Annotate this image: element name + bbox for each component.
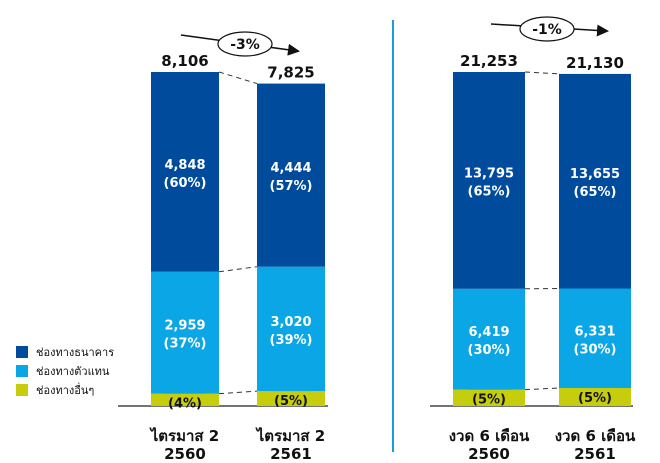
bar-segment-ช่องทางอื่นๆ-1	[151, 393, 219, 406]
data-label-value: 6,331	[574, 324, 615, 339]
dashed-connector	[218, 390, 258, 395]
data-label-value: 2,959	[164, 319, 205, 334]
growth-badge	[217, 31, 273, 57]
data-label-percent: (60%)	[164, 176, 207, 191]
legend-label: ช่องทางตัวแทน	[36, 365, 110, 378]
data-label-value: 6,419	[468, 325, 509, 340]
growth-label: -3%	[230, 37, 260, 53]
dashed-connector	[218, 71, 258, 85]
legend-item-3: ช่องทางอื่นๆ	[16, 382, 94, 397]
data-label-percent: (4%)	[168, 397, 202, 412]
bar-segment-ช่องทางธนาคาร-2	[257, 83, 325, 267]
bar-segment-ช่องทางอื่นๆ-2	[559, 388, 631, 406]
data-label-percent: (30%)	[574, 342, 617, 357]
total-label: 7,825	[267, 64, 314, 82]
category-label-line2: 2560	[468, 445, 510, 463]
dashed-connector	[218, 266, 258, 273]
total-label: 21,253	[460, 52, 518, 70]
bar-segment-ช่องทางธนาคาร-1	[151, 72, 219, 272]
data-label-value: 3,020	[270, 315, 311, 330]
growth-label: -1%	[532, 22, 562, 38]
data-label-value: 4,444	[270, 161, 311, 176]
legend-item-1: ช่องทางธนาคาร	[16, 346, 114, 359]
data-label-percent: (65%)	[574, 185, 617, 200]
data-label-percent: (5%)	[274, 394, 308, 409]
data-label-percent: (5%)	[578, 391, 612, 406]
legend-label: ช่องทางอื่นๆ	[36, 382, 94, 397]
category-label-line1: งวด 6 เดือน	[555, 427, 636, 445]
bar-segment-ช่องทางตัวแทน-1	[151, 271, 219, 394]
data-label-percent: (39%)	[270, 333, 313, 348]
legend-swatch	[16, 365, 28, 377]
growth-badge	[519, 16, 575, 42]
bar-segment-ช่องทางตัวแทน-2	[559, 288, 631, 389]
category-label-line2: 2561	[270, 445, 312, 463]
category-label-line1: ไตรมาส 2	[255, 426, 325, 445]
data-label-percent: (5%)	[472, 393, 506, 408]
category-label-line1: งวด 6 เดือน	[449, 427, 530, 445]
data-label-percent: (37%)	[164, 337, 207, 352]
category-label-line2: 2561	[574, 445, 616, 463]
legend-swatch	[16, 384, 28, 396]
bar-segment-ช่องทางตัวแทน-2	[257, 266, 325, 392]
dashed-connector	[524, 387, 560, 391]
total-label: 8,106	[161, 52, 208, 70]
bar-segment-ช่องทางอื่นๆ-1	[453, 389, 525, 406]
dashed-connector	[524, 71, 560, 75]
data-label-percent: (30%)	[468, 343, 511, 358]
bar-segment-ช่องทางธนาคาร-2	[559, 73, 631, 289]
bar-segment-ช่องทางธนาคาร-1	[453, 72, 525, 289]
data-label-value: 13,795	[464, 166, 514, 181]
data-label-value: 13,655	[570, 167, 620, 182]
data-label-percent: (57%)	[270, 179, 313, 194]
category-label-line2: 2560	[164, 445, 206, 463]
category-label-line1: ไตรมาส 2	[149, 426, 219, 445]
legend-item-2: ช่องทางตัวแทน	[16, 365, 110, 378]
legend-swatch	[16, 346, 28, 358]
bar-segment-ช่องทางอื่นๆ-2	[257, 391, 325, 406]
total-label: 21,130	[566, 54, 624, 72]
legend-label: ช่องทางธนาคาร	[36, 346, 114, 359]
data-label-percent: (65%)	[468, 184, 511, 199]
bar-segment-ช่องทางตัวแทน-1	[453, 288, 525, 390]
chart-panel-2: 1,039(5%)6,419(30%)13,795(65%)21,253งวด …	[430, 16, 636, 463]
data-label-value: 4,848	[164, 158, 205, 173]
